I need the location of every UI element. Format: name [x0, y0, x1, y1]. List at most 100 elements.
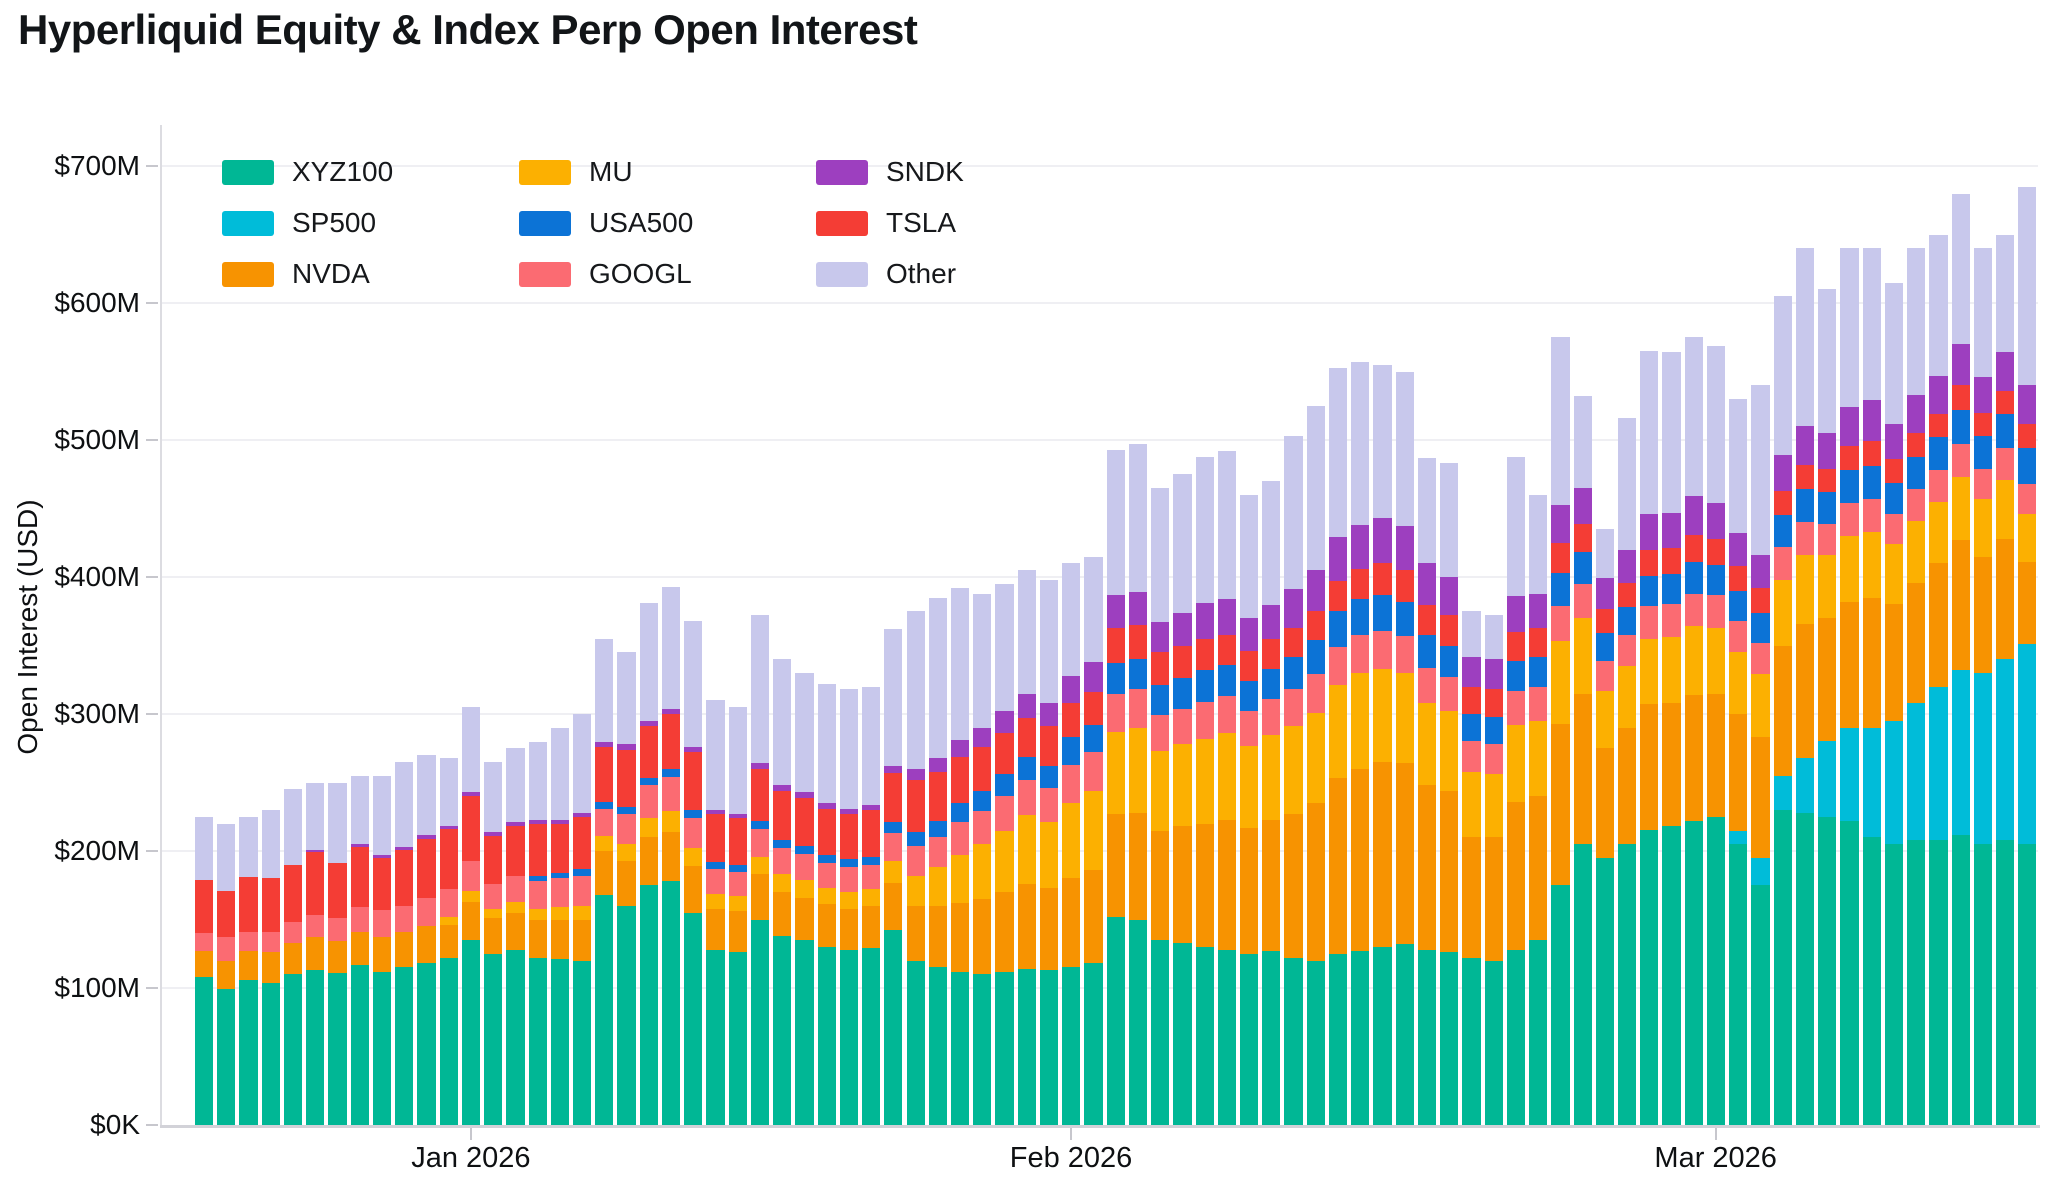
- bar-segment-tsla: [795, 797, 814, 846]
- bar-segment-usa500: [572, 868, 592, 876]
- bar-segment-tsla: [439, 829, 458, 890]
- bar-segment-sndk: [572, 812, 592, 817]
- stacked-bar: [1173, 474, 1192, 1125]
- bar-segment-other: [328, 782, 347, 864]
- bar-segment-usa500: [795, 845, 814, 854]
- bar-segment-sndk: [1840, 407, 1859, 446]
- legend-swatch-googl: [519, 261, 571, 287]
- bar-segment-googl: [1684, 593, 1703, 627]
- bar-segment-tsla: [1217, 634, 1236, 665]
- bar-segment-tsla: [1573, 523, 1592, 553]
- x-tick-label: Jan 2026: [411, 1142, 531, 1174]
- legend-item-tsla[interactable]: TSLA: [816, 207, 1049, 239]
- bar-segment-other: [461, 707, 481, 793]
- legend-column: MU USA500 GOOGL: [519, 156, 752, 290]
- bar-segment-sp500: [1795, 757, 1815, 813]
- bar-segment-nvda: [817, 904, 836, 947]
- bar-segment-googl: [306, 915, 325, 938]
- bar-segment-mu: [884, 860, 903, 883]
- bar-segment-usa500: [1551, 572, 1570, 606]
- bar-segment-nvda: [1551, 723, 1570, 886]
- bar-segment-sndk: [1684, 496, 1703, 535]
- legend-item-other[interactable]: Other: [816, 258, 1049, 290]
- bar-segment-googl: [1506, 690, 1526, 726]
- bar-segment-sndk: [1084, 662, 1103, 693]
- legend-item-usa500[interactable]: USA500: [519, 207, 752, 239]
- bar-segment-usa500: [2018, 448, 2037, 484]
- y-tick-label: $200M: [54, 835, 140, 867]
- bar-segment-nvda: [1039, 888, 1059, 971]
- bar-slot: [1905, 125, 1927, 1125]
- legend-item-xyz100[interactable]: XYZ100: [222, 156, 455, 188]
- bar-segment-googl: [1551, 605, 1570, 642]
- bar-segment-tsla: [1929, 414, 1948, 438]
- bar-segment-sndk: [550, 819, 569, 824]
- bar-segment-sndk: [1440, 577, 1459, 616]
- bar-segment-nvda: [1773, 645, 1792, 776]
- bar-segment-mu: [1951, 477, 1970, 541]
- bar-segment-googl: [1573, 583, 1592, 619]
- bar-segment-nvda: [283, 942, 303, 975]
- bar-segment-usa500: [1995, 414, 2015, 449]
- legend-item-sndk[interactable]: SNDK: [816, 156, 1049, 188]
- bar-segment-xyz100: [550, 959, 569, 1125]
- bar-segment-usa500: [1173, 678, 1192, 709]
- bar-segment-googl: [372, 909, 392, 938]
- bar-segment-googl: [1351, 634, 1370, 673]
- bar-segment-sndk: [639, 720, 658, 727]
- stacked-bar: [372, 775, 392, 1125]
- bar-segment-tsla: [572, 816, 592, 869]
- bar-segment-nvda: [506, 912, 525, 950]
- bar-segment-other: [350, 775, 369, 845]
- bar-segment-sndk: [1417, 563, 1437, 605]
- bar-segment-usa500: [1328, 611, 1348, 647]
- bar-slot: [1194, 125, 1216, 1125]
- stacked-bar: [1151, 488, 1170, 1125]
- bar-segment-tsla: [461, 796, 481, 861]
- bar-segment-sndk: [1573, 488, 1592, 524]
- bar-segment-nvda: [1951, 540, 1970, 671]
- bar-segment-other: [306, 782, 325, 850]
- legend-item-mu[interactable]: MU: [519, 156, 752, 188]
- bar-segment-mu: [1151, 751, 1170, 831]
- bar-segment-sndk: [773, 785, 792, 791]
- bar-segment-sndk: [1017, 693, 1036, 719]
- bar-segment-googl: [1995, 448, 2015, 480]
- bar-segment-mu: [661, 811, 681, 832]
- bar-segment-other: [372, 775, 392, 856]
- bar-segment-googl: [728, 871, 747, 897]
- bar-slot: [1950, 125, 1972, 1125]
- plot-area: [193, 125, 2038, 1125]
- bar-segment-nvda: [1440, 790, 1459, 953]
- bar-segment-googl: [595, 808, 614, 836]
- stacked-bar: [1106, 449, 1125, 1125]
- legend-item-nvda[interactable]: NVDA: [222, 258, 455, 290]
- bar-segment-googl: [839, 867, 859, 893]
- bar-segment-usa500: [1795, 489, 1815, 523]
- legend-swatch-sndk: [816, 159, 868, 185]
- bar-segment-googl: [1706, 594, 1726, 628]
- bar-segment-other: [661, 586, 681, 709]
- legend-item-sp500[interactable]: SP500: [222, 207, 455, 239]
- bar-segment-tsla: [506, 826, 525, 876]
- bar-segment-googl: [1840, 503, 1859, 536]
- bar-segment-nvda: [1017, 883, 1036, 969]
- bar-segment-xyz100: [906, 960, 925, 1125]
- bar-segment-usa500: [1684, 562, 1703, 594]
- legend-item-googl[interactable]: GOOGL: [519, 258, 752, 290]
- bar-segment-nvda: [1818, 618, 1837, 742]
- stacked-bar: [1306, 405, 1325, 1125]
- bar-segment-googl: [1484, 744, 1503, 775]
- stacked-bar: [1840, 248, 1859, 1125]
- stacked-bar: [1240, 494, 1259, 1125]
- bar-segment-other: [1173, 474, 1192, 613]
- bar-segment-sndk: [1351, 525, 1370, 569]
- bar-segment-usa500: [661, 768, 681, 778]
- stacked-bar: [1729, 399, 1748, 1125]
- stacked-bar: [1973, 248, 1992, 1125]
- bar-slot: [838, 125, 860, 1125]
- bar-segment-nvda: [1373, 762, 1392, 947]
- bar-segment-sndk: [706, 809, 725, 815]
- bar-segment-tsla: [1039, 726, 1059, 767]
- bar-segment-nvda: [839, 908, 859, 950]
